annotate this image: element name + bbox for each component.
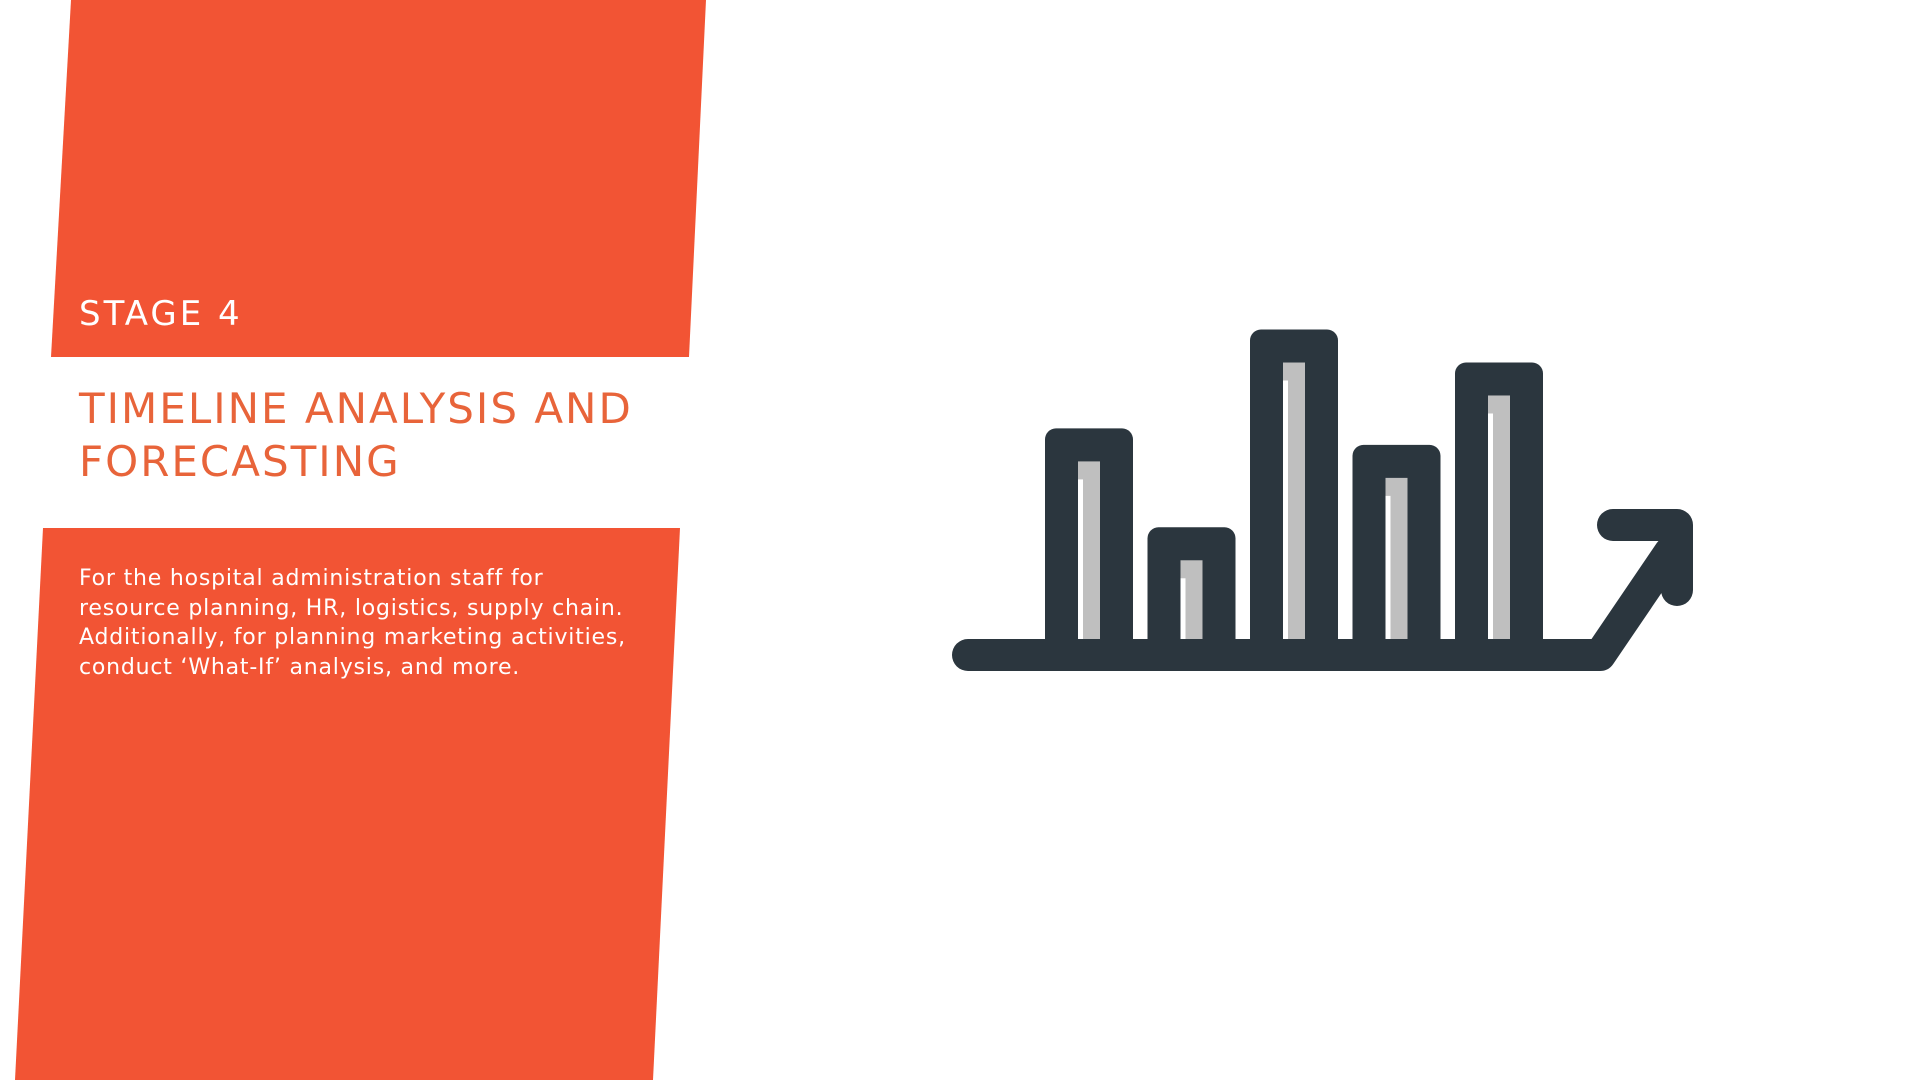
- accent-band-top: [51, 0, 706, 357]
- slide-title-line: TIMELINE ANALYSIS AND: [79, 384, 633, 433]
- slide-title-line: FORECASTING: [79, 437, 401, 486]
- description-line: For the hospital administration staff fo…: [79, 566, 544, 591]
- icon-bar-highlight: [1385, 495, 1391, 652]
- description: For the hospital administration staff fo…: [79, 564, 679, 682]
- icon-bar-highlight: [1078, 479, 1083, 652]
- icon-bars: [1045, 329, 1543, 669]
- stage-label: STAGE 4: [79, 294, 243, 334]
- icon-bar-fill: [1283, 362, 1305, 652]
- slide-title: TIMELINE ANALYSIS AND FORECASTING: [79, 382, 679, 488]
- icon-bar-highlight: [1180, 578, 1186, 652]
- icon-bar-highlight: [1283, 380, 1288, 652]
- icon-bar-highlight: [1488, 413, 1493, 652]
- icon-bar-fill: [1180, 560, 1203, 652]
- arrow-axis-line: [952, 536, 1686, 671]
- accent-band: [15, 0, 706, 1080]
- icon-bar-fill: [1488, 395, 1510, 652]
- description-line: Additionally, for planning marketing act…: [79, 625, 626, 650]
- accent-band-bottom: [15, 528, 680, 1080]
- description-line: resource planning, HR, logistics, supply…: [79, 595, 624, 621]
- arrow-head: [1597, 509, 1693, 606]
- icon-bar-fill: [1078, 461, 1100, 652]
- bar-chart-growth-icon: [952, 329, 1693, 671]
- icon-bar-fill: [1385, 477, 1408, 652]
- description-line: conduct ‘What-If’ analysis, and more.: [79, 654, 521, 680]
